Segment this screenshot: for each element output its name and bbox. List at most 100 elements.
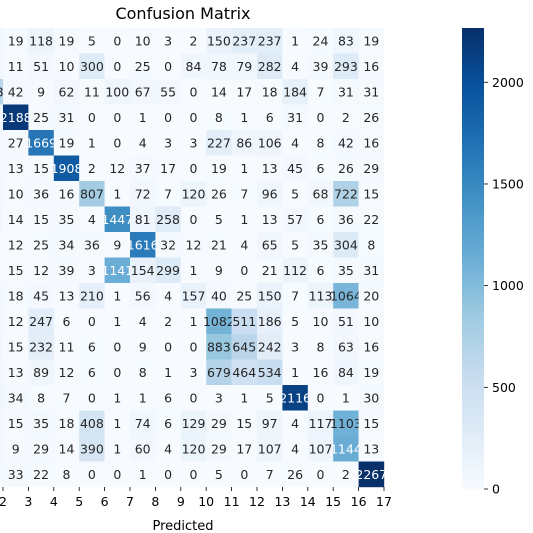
heatmap-cell [130,410,156,437]
heatmap-cell [358,385,385,411]
cell-value: 62 [59,84,75,99]
cell-value: 13 [262,212,278,227]
cell-value: 7 [291,288,299,303]
cell-value: 25 [33,237,49,252]
cell-value: 534 [258,365,282,380]
heatmap-cell [130,53,156,80]
cell-value: 9 [12,441,20,456]
cell-value: 107 [309,441,333,456]
heatmap-cell [307,181,334,207]
cell-value: 24 [313,33,329,48]
cell-value: 0 [88,467,96,482]
heatmap-cell [180,410,207,437]
cell-value: 35 [59,212,75,227]
cell-value: 13 [59,288,75,303]
heatmap-cell [307,410,334,437]
cell-value: 15 [8,416,24,431]
cell-value: 186 [258,314,282,329]
heatmap-cell [79,28,105,54]
heatmap-cell [155,385,181,411]
cell-value: 6 [317,212,325,227]
x-tick-label: 10 [198,494,214,509]
heatmap-cell [358,28,385,54]
cell-value: 65 [262,237,278,252]
heatmap-cell [130,206,156,233]
cell-value: 0 [88,390,96,405]
cell-value: 300 [80,59,104,74]
heatmap-cell [130,461,156,488]
heatmap-cell [28,155,54,182]
heatmap-cell [104,28,131,54]
heatmap-cell [307,283,334,309]
heatmap-cell [155,181,181,207]
cell-value: 4 [164,288,172,303]
cell-value: 237 [258,33,282,48]
heatmap-cell [0,257,4,284]
cell-value: 19 [8,33,24,48]
cell-value: 117 [309,416,333,431]
heatmap-cell [180,283,207,309]
heatmap-cell [79,79,105,105]
cell-value: 3 [215,390,223,405]
cell-value: 1 [190,314,198,329]
heatmap-cell [307,53,334,80]
heatmap-cell [206,334,232,360]
cell-value: 51 [33,59,49,74]
heatmap-cell [53,257,80,284]
cell-value: 1 [113,441,121,456]
heatmap-cell [333,283,359,309]
cell-value: 31 [287,110,303,125]
cell-value: 45 [287,161,303,176]
cell-value: 35 [313,237,329,252]
heatmap-cell [3,257,29,284]
x-tick-label: 6 [101,494,109,509]
cell-value: 0 [240,263,248,278]
cell-value: 18 [8,288,24,303]
cell-value: 12 [8,237,24,252]
cell-value: 29 [211,441,227,456]
heatmap-cell [333,334,359,360]
heatmap-cell [104,334,131,360]
heatmap-cell [28,130,54,156]
cell-value: 60 [135,441,151,456]
cell-value: 227 [207,135,231,150]
colorbar-tick-label: 0 [492,482,500,497]
cell-value: 7 [266,467,274,482]
heatmap-cell [155,206,181,233]
cell-value: 0 [113,59,121,74]
x-axis-label: Predicted [152,519,213,533]
x-tick-label: 17 [376,494,392,509]
heatmap-cell [3,385,29,411]
cell-value: 157 [182,288,206,303]
cell-value: 9 [37,84,45,99]
heatmap-cell [206,257,232,284]
cell-value: 0 [190,110,198,125]
heatmap-cell [257,385,283,411]
cell-value: 0 [113,339,121,354]
heatmap-cell [0,181,4,207]
heatmap-cell [53,334,80,360]
cell-value: 5 [291,186,299,201]
heatmap-cell [257,436,283,462]
cell-value: 184 [283,84,307,99]
cell-value: 96 [262,186,278,201]
heatmap-cell [180,206,207,233]
heatmap-cell [307,232,334,258]
cell-value: 1 [164,365,172,380]
heatmap-cell [28,104,54,131]
cell-value: 84 [338,365,354,380]
cell-value: 31 [338,84,354,99]
heatmap-cell [155,53,181,80]
heatmap-cell [104,257,131,284]
cell-value: 0 [113,365,121,380]
heatmap-cell [282,232,308,258]
cell-value: 21 [211,237,227,252]
cell-value: 15 [33,212,49,227]
heatmap-cell [104,155,131,182]
cell-value: 4 [240,237,248,252]
x-tick-label: 13 [274,494,290,509]
cell-value: 14 [8,212,24,227]
cell-value: 3 [88,263,96,278]
heatmap-cell [307,257,334,284]
cell-value: 1 [291,365,299,380]
